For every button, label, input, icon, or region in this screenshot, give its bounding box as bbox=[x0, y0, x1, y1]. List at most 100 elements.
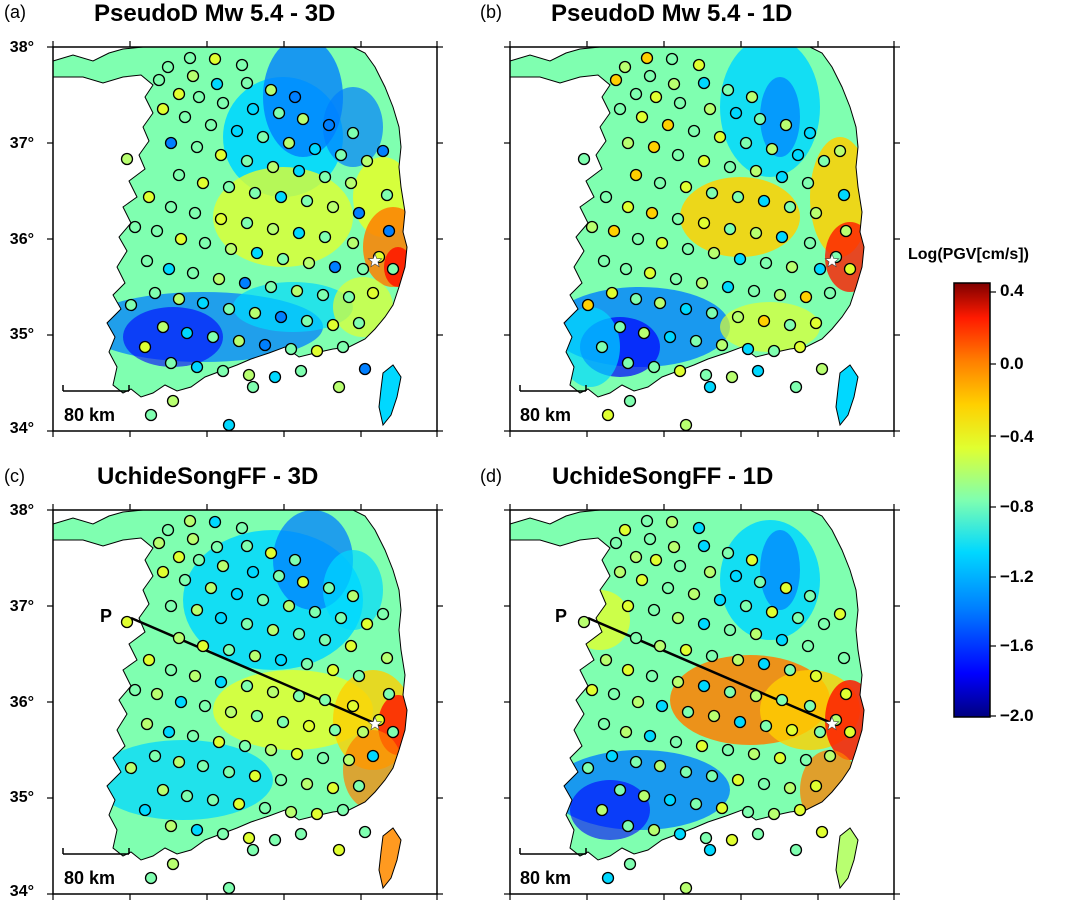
station-circle bbox=[352, 779, 366, 793]
station-circle bbox=[196, 176, 210, 190]
lat-label-37-c: 37° bbox=[9, 598, 34, 615]
station-circle bbox=[386, 725, 400, 739]
profile-label-c: P bbox=[100, 606, 113, 626]
station-circle bbox=[366, 749, 380, 763]
station-circle bbox=[631, 232, 645, 246]
station-circle bbox=[150, 224, 164, 238]
station-circle bbox=[376, 607, 390, 621]
station-circle bbox=[164, 663, 178, 677]
scale-bar-label-a: 80 km bbox=[64, 405, 116, 425]
station-circle bbox=[695, 739, 709, 753]
station-circle bbox=[745, 553, 759, 567]
station-circle bbox=[813, 725, 827, 739]
station-circle bbox=[699, 368, 713, 382]
station-circle bbox=[352, 316, 366, 330]
station-circle bbox=[288, 553, 302, 567]
panel-d-label: (d) bbox=[480, 466, 502, 486]
station-circle bbox=[186, 532, 200, 546]
station-circle bbox=[637, 326, 651, 340]
station-circle bbox=[264, 743, 278, 757]
scale-bar bbox=[62, 385, 130, 392]
lat-label-34-a: 34° bbox=[9, 420, 34, 437]
station-circle bbox=[687, 124, 701, 138]
station-circle bbox=[164, 599, 178, 613]
station-circle bbox=[779, 118, 793, 132]
station-circle bbox=[647, 603, 661, 617]
station-circle bbox=[789, 843, 803, 857]
station-circle bbox=[757, 194, 771, 208]
station-circle bbox=[635, 110, 649, 124]
station-circle bbox=[621, 356, 635, 370]
scale-bar-label-b: 80 km bbox=[520, 405, 572, 425]
station-circle bbox=[140, 717, 154, 731]
station-circle bbox=[613, 565, 627, 579]
station-circle bbox=[382, 687, 396, 701]
epicenter-star-icon bbox=[824, 716, 840, 731]
station-circle bbox=[360, 154, 374, 168]
station-circle bbox=[779, 581, 793, 595]
station-circle bbox=[649, 553, 663, 567]
station-circle bbox=[222, 643, 236, 657]
station-circle bbox=[799, 753, 813, 767]
station-circle bbox=[707, 246, 721, 260]
station-circle bbox=[380, 651, 394, 665]
lat-label-38-c: 38° bbox=[9, 502, 34, 519]
station-circle bbox=[128, 683, 142, 697]
station-circle bbox=[346, 589, 360, 603]
station-circle bbox=[214, 611, 228, 625]
station-circle bbox=[142, 190, 156, 204]
station-circle bbox=[174, 232, 188, 246]
station-circle bbox=[751, 364, 765, 378]
station-circle bbox=[775, 633, 789, 647]
station-circle bbox=[292, 689, 306, 703]
colorbar-tick-0.0: 0.0 bbox=[1000, 354, 1024, 373]
station-circle bbox=[597, 254, 611, 268]
station-circle bbox=[242, 831, 256, 845]
station-circle bbox=[635, 573, 649, 587]
colorbar-gradient bbox=[953, 282, 991, 718]
station-circle bbox=[618, 60, 632, 74]
station-circle bbox=[629, 631, 643, 645]
station-circle bbox=[356, 725, 370, 739]
station-circle bbox=[140, 254, 154, 268]
station-circle bbox=[673, 364, 687, 378]
station-circle bbox=[161, 60, 175, 74]
station-circle bbox=[360, 617, 374, 631]
station-circle bbox=[697, 154, 711, 168]
station-circle bbox=[731, 653, 745, 667]
station-circle bbox=[607, 224, 621, 238]
station-circle bbox=[190, 140, 204, 154]
station-circle bbox=[773, 288, 787, 302]
station-circle bbox=[749, 164, 763, 178]
station-circle bbox=[222, 765, 236, 779]
station-circle bbox=[268, 833, 282, 847]
station-circle bbox=[246, 380, 260, 394]
island bbox=[378, 827, 402, 890]
station-circle bbox=[653, 639, 667, 653]
station-circle bbox=[326, 200, 340, 214]
station-circle bbox=[148, 749, 162, 763]
station-circle bbox=[230, 587, 244, 601]
station-circle bbox=[785, 723, 799, 737]
station-circle bbox=[703, 102, 717, 116]
station-circle bbox=[164, 200, 178, 214]
station-circle bbox=[621, 663, 635, 677]
station-circle bbox=[214, 675, 228, 689]
station-circle bbox=[705, 649, 719, 663]
station-circle bbox=[697, 679, 711, 693]
station-circle bbox=[705, 306, 719, 320]
station-circle bbox=[332, 380, 346, 394]
station-circle bbox=[721, 743, 735, 757]
station-circle bbox=[326, 781, 340, 795]
station-circle bbox=[839, 687, 853, 701]
station-circle bbox=[144, 871, 158, 885]
station-circle bbox=[316, 751, 330, 765]
station-circle bbox=[318, 170, 332, 184]
station-circle bbox=[246, 843, 260, 857]
station-circle bbox=[697, 76, 711, 90]
station-circle bbox=[240, 539, 254, 553]
station-circle bbox=[749, 226, 763, 240]
station-circle bbox=[721, 280, 735, 294]
station-circle bbox=[336, 803, 350, 817]
station-circle bbox=[274, 773, 288, 787]
